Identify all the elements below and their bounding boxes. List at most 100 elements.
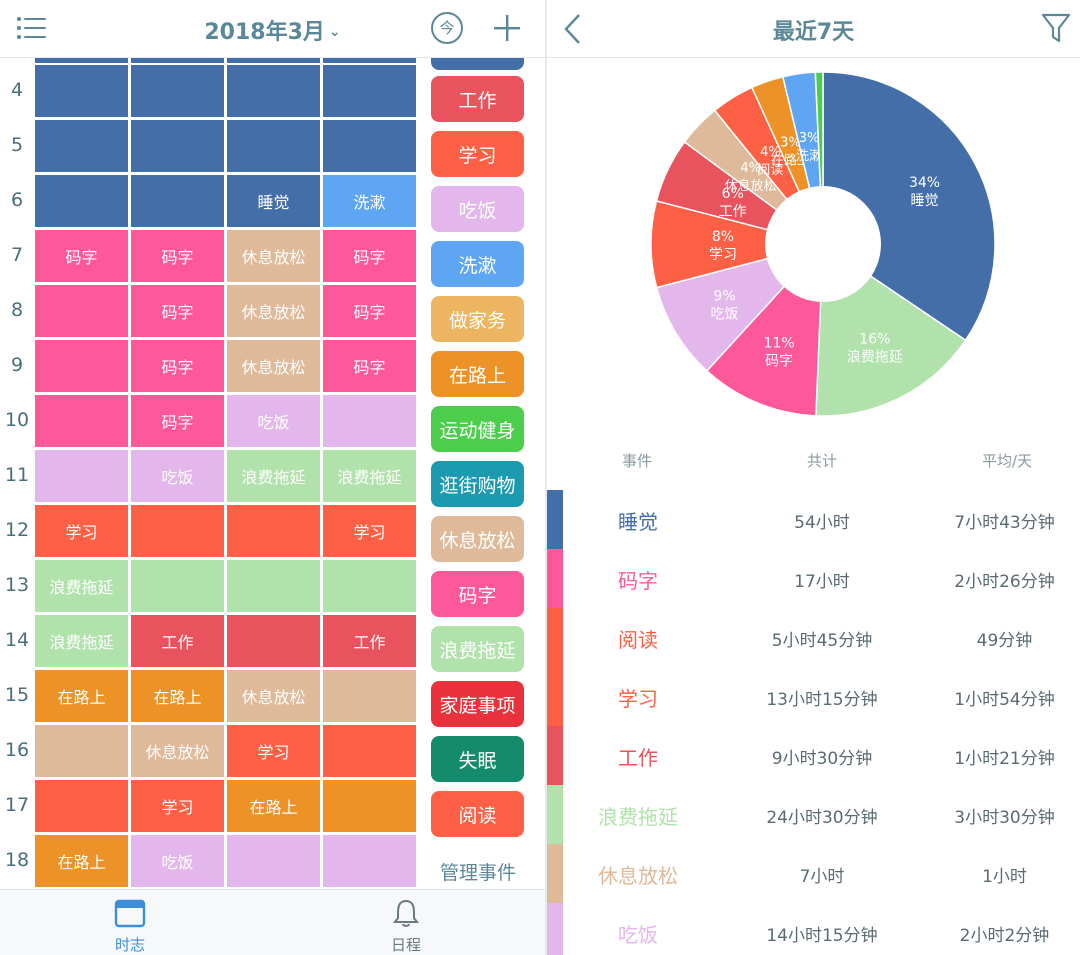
grid-cell[interactable]: [131, 560, 224, 612]
event-button-insomnia[interactable]: 失眠: [431, 736, 524, 782]
grid-cell[interactable]: 浪费拖延: [35, 560, 128, 612]
stats-row[interactable]: 吃饭 14小时15分钟 2小时2分钟: [547, 903, 1080, 955]
grid-cell[interactable]: 睡觉: [227, 175, 320, 227]
grid-cell[interactable]: [323, 725, 416, 777]
event-button-chores[interactable]: 做家务: [431, 296, 524, 342]
stats-row[interactable]: 浪费拖延 24小时30分钟 3小时30分钟: [547, 785, 1080, 844]
grid-cell[interactable]: 浪费拖延: [323, 450, 416, 502]
grid-cell[interactable]: 休息放松: [227, 670, 320, 722]
filter-icon[interactable]: [1041, 12, 1071, 44]
grid-cell[interactable]: 休息放松: [227, 340, 320, 392]
grid-cell[interactable]: [35, 725, 128, 777]
back-icon[interactable]: [561, 12, 585, 46]
add-icon[interactable]: [493, 14, 521, 42]
grid-cell[interactable]: 在路上: [227, 780, 320, 832]
grid-cell[interactable]: 码字: [131, 395, 224, 447]
grid-cell[interactable]: [323, 670, 416, 722]
today-icon[interactable]: 今: [431, 12, 463, 44]
event-button-road[interactable]: 在路上: [431, 351, 524, 397]
stats-row[interactable]: 工作 9小时30分钟 1小时21分钟: [547, 726, 1080, 785]
event-button-family[interactable]: 家庭事项: [431, 681, 524, 727]
grid-cell[interactable]: 工作: [323, 615, 416, 667]
grid-cell[interactable]: [323, 120, 416, 172]
grid-cell[interactable]: [323, 780, 416, 832]
grid-cell[interactable]: [227, 505, 320, 557]
tab-schedule[interactable]: 日程: [346, 898, 466, 955]
stats-row[interactable]: 阅读 5小时45分钟 49分钟: [547, 608, 1080, 667]
grid-cell[interactable]: 浪费拖延: [35, 615, 128, 667]
event-button-shop[interactable]: 逛街购物: [431, 461, 524, 507]
grid-cell[interactable]: 吃饭: [227, 395, 320, 447]
grid-cell[interactable]: [323, 395, 416, 447]
tab-journal[interactable]: 时志: [70, 898, 190, 955]
month-selector[interactable]: 2018年3月 ⌄: [0, 14, 545, 46]
stats-total: 14小时15分钟: [766, 926, 878, 946]
grid-cell[interactable]: [35, 395, 128, 447]
grid-cell[interactable]: [227, 615, 320, 667]
event-button-read[interactable]: 阅读: [431, 791, 524, 837]
grid-cell[interactable]: 码字: [323, 230, 416, 282]
event-button-code[interactable]: 码字: [431, 571, 524, 617]
stats-row[interactable]: 码字 17小时 2小时26分钟: [547, 549, 1080, 608]
menu-icon[interactable]: [16, 14, 46, 42]
grid-cell-partial[interactable]: [35, 58, 128, 63]
grid-cell[interactable]: 码字: [131, 285, 224, 337]
grid-cell[interactable]: [131, 175, 224, 227]
grid-cell[interactable]: [227, 560, 320, 612]
grid-cell[interactable]: 学习: [227, 725, 320, 777]
grid-cell-partial[interactable]: [323, 58, 416, 63]
event-button-sleep[interactable]: [431, 58, 524, 70]
event-button-wash[interactable]: 洗漱: [431, 241, 524, 287]
grid-cell[interactable]: [35, 780, 128, 832]
grid-cell[interactable]: 休息放松: [131, 725, 224, 777]
grid-cell[interactable]: 浪费拖延: [227, 450, 320, 502]
grid-cell[interactable]: [323, 835, 416, 887]
grid-cell[interactable]: 码字: [323, 340, 416, 392]
stats-row[interactable]: 睡觉 54小时 7小时43分钟: [547, 490, 1080, 549]
grid-cell[interactable]: [227, 65, 320, 117]
grid-cell[interactable]: 学习: [323, 505, 416, 557]
event-button-waste[interactable]: 浪费拖延: [431, 626, 524, 672]
manage-events-button[interactable]: 管理事件: [439, 862, 516, 884]
grid-cell[interactable]: [35, 450, 128, 502]
grid-cell[interactable]: [35, 175, 128, 227]
pie-slice[interactable]: [822, 71, 996, 342]
grid-cell[interactable]: 码字: [323, 285, 416, 337]
event-button-sport[interactable]: 运动健身: [431, 406, 524, 452]
grid-cell[interactable]: 休息放松: [227, 230, 320, 282]
grid-cell[interactable]: 在路上: [35, 835, 128, 887]
grid-cell[interactable]: 洗漱: [323, 175, 416, 227]
grid-cell[interactable]: [323, 560, 416, 612]
event-button-eat[interactable]: 吃饭: [431, 186, 524, 232]
grid-cell[interactable]: [227, 835, 320, 887]
grid-cell-partial[interactable]: [227, 58, 320, 63]
grid-cell[interactable]: 在路上: [131, 670, 224, 722]
grid-cell[interactable]: [227, 120, 320, 172]
grid-cell[interactable]: [131, 505, 224, 557]
grid-cell[interactable]: [35, 285, 128, 337]
grid-cell[interactable]: 在路上: [35, 670, 128, 722]
grid-cell[interactable]: 工作: [131, 615, 224, 667]
stats-row[interactable]: 休息放松 7小时 1小时: [547, 844, 1080, 903]
grid-cell[interactable]: [323, 65, 416, 117]
event-button-relax[interactable]: 休息放松: [431, 516, 524, 562]
grid-cell[interactable]: 学习: [35, 505, 128, 557]
grid-cell[interactable]: 码字: [35, 230, 128, 282]
pie-slice[interactable]: [650, 200, 826, 289]
grid-cell-partial[interactable]: [131, 58, 224, 63]
grid-cell[interactable]: [35, 340, 128, 392]
grid-cell[interactable]: [35, 120, 128, 172]
grid-cell[interactable]: [131, 120, 224, 172]
stats-row[interactable]: 学习 13小时15分钟 1小时54分钟: [547, 667, 1080, 726]
grid-cell[interactable]: 码字: [131, 340, 224, 392]
event-button-study[interactable]: 学习: [431, 131, 524, 177]
grid-cell[interactable]: 休息放松: [227, 285, 320, 337]
grid-cell[interactable]: 学习: [131, 780, 224, 832]
grid-cell[interactable]: 码字: [131, 230, 224, 282]
grid-cell[interactable]: [131, 65, 224, 117]
stats-panel: 最近7天 34% 睡觉 16% 浪费拖延 11% 码字 9% 吃饭 8% 学习 6% 工作 4% 休息放松…: [547, 0, 1080, 955]
event-button-work[interactable]: 工作: [431, 76, 524, 122]
grid-cell[interactable]: 吃饭: [131, 835, 224, 887]
grid-cell[interactable]: [35, 65, 128, 117]
grid-cell[interactable]: 吃饭: [131, 450, 224, 502]
